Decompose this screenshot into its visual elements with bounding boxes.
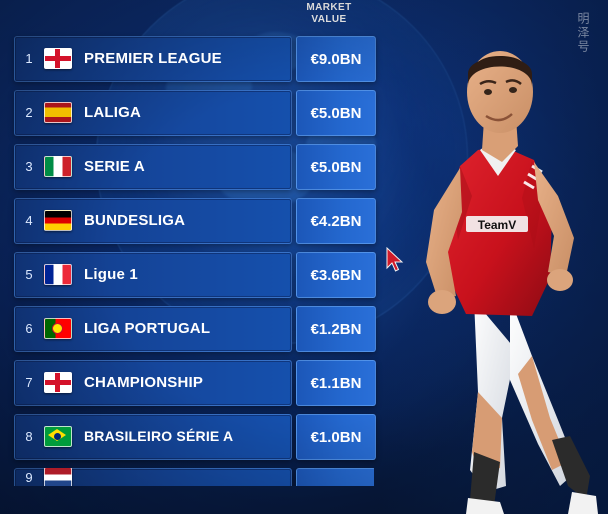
- row-value-box: €1.2BN: [296, 306, 376, 352]
- row-league-name: LIGA PORTUGAL: [84, 319, 211, 337]
- italy-flag-icon: [44, 155, 72, 177]
- svg-text:TeamV: TeamV: [478, 218, 516, 232]
- row-league-name: SERIE A: [84, 157, 145, 175]
- row-value: €1.1BN: [310, 374, 362, 392]
- brazil-flag-icon: [44, 425, 72, 447]
- row-rank: 7: [25, 374, 33, 390]
- row-value-box: €1.1BN: [296, 360, 376, 406]
- row-value-box: €5.0BN: [296, 90, 376, 136]
- row-value-box: [296, 468, 374, 486]
- row-value-box: €4.2BN: [296, 198, 376, 244]
- row-plate: [14, 468, 292, 486]
- row-value: €5.0BN: [310, 104, 362, 122]
- row-value: €3.6BN: [310, 266, 362, 284]
- row-rank: 1: [25, 50, 33, 66]
- row-value-box: €3.6BN: [296, 252, 376, 298]
- row-league-name: Ligue 1: [84, 265, 138, 283]
- mouse-cursor-icon: [386, 247, 404, 272]
- row-value: €1.2BN: [310, 320, 362, 338]
- column-header-market-value: MARKET VALUE: [296, 2, 362, 26]
- row-league-name: PREMIER LEAGUE: [84, 49, 222, 67]
- table-row[interactable]: €5.0BN 3 SERIE A: [14, 144, 376, 190]
- table-row[interactable]: €3.6BN 5 Ligue 1: [14, 252, 376, 298]
- france-flag-icon: [44, 263, 72, 285]
- column-header-line1: MARKET: [306, 2, 352, 13]
- spain-flag-icon: [44, 101, 72, 123]
- england-flag-icon: [44, 371, 72, 393]
- row-value-box: €1.0BN: [296, 414, 376, 460]
- column-header-line2: VALUE: [311, 14, 347, 25]
- row-value: €5.0BN: [310, 158, 362, 176]
- row-value: €1.0BN: [310, 428, 362, 446]
- table-row[interactable]: €1.0BN 8 BRASILEIRO SÉRIE A: [14, 414, 376, 460]
- table-row[interactable]: €1.1BN 7 CHAMPIONSHIP: [14, 360, 376, 406]
- netherlands-flag-icon: [44, 468, 72, 486]
- row-value: €4.2BN: [310, 212, 362, 230]
- portugal-flag-icon: [44, 317, 72, 339]
- league-table: €9.0BN 1 PREMIER LEAGUE €5.0BN 2 LALIGA …: [14, 36, 376, 496]
- table-row[interactable]: 9: [14, 468, 374, 486]
- row-rank: 2: [25, 104, 33, 120]
- row-rank: 6: [25, 320, 33, 336]
- row-league-name: LALIGA: [84, 103, 142, 121]
- row-rank: 4: [25, 212, 33, 228]
- row-rank: 8: [25, 428, 33, 444]
- row-league-name: CHAMPIONSHIP: [84, 373, 204, 391]
- player-photo: TeamV: [382, 0, 608, 514]
- row-plate: [14, 360, 292, 406]
- row-rank: 5: [25, 266, 33, 282]
- row-value-box: €5.0BN: [296, 144, 376, 190]
- row-value: €9.0BN: [310, 50, 362, 68]
- table-row[interactable]: €4.2BN 4 BUNDESLIGA: [14, 198, 376, 244]
- row-league-name: BRASILEIRO SÉRIE A: [84, 428, 234, 444]
- row-rank: 3: [25, 158, 33, 174]
- table-row[interactable]: €5.0BN 2 LALIGA: [14, 90, 376, 136]
- row-value-box: €9.0BN: [296, 36, 376, 82]
- row-rank: 9: [25, 469, 33, 485]
- table-row[interactable]: €1.2BN 6 LIGA PORTUGAL: [14, 306, 376, 352]
- england-flag-icon: [44, 47, 72, 69]
- row-league-name: BUNDESLIGA: [84, 211, 186, 229]
- watermark: 明泽号: [576, 12, 590, 54]
- germany-flag-icon: [44, 209, 72, 231]
- table-row[interactable]: €9.0BN 1 PREMIER LEAGUE: [14, 36, 376, 82]
